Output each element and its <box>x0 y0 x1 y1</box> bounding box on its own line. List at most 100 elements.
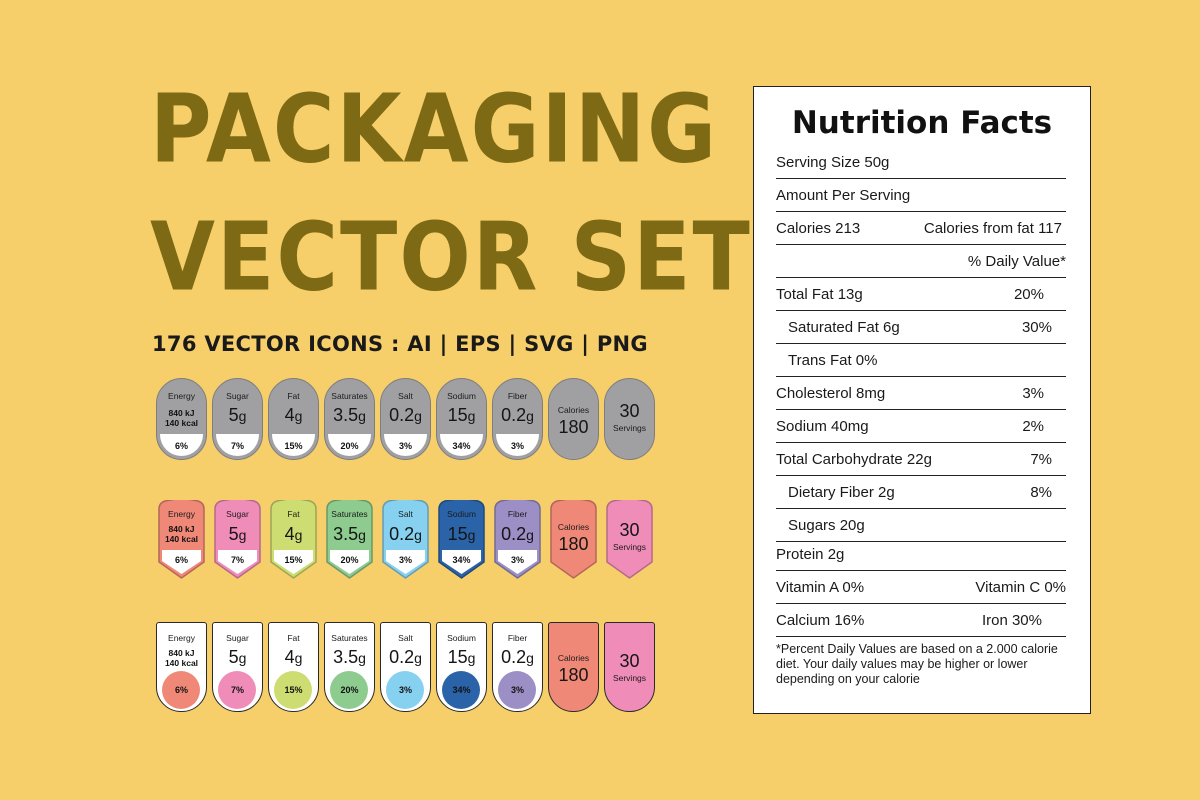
badge-percent: 34% <box>452 555 471 565</box>
badge-label: Calories <box>557 522 590 532</box>
badge-value: 3.5g <box>333 524 366 544</box>
nutrition-facts-panel: Nutrition Facts Serving Size 50g Amount … <box>753 86 1091 714</box>
badge-percent: 20% <box>340 441 359 451</box>
badge-percent: 3% <box>510 441 524 451</box>
badge-percent: 15% <box>284 441 303 451</box>
divider <box>776 178 1066 179</box>
badge-label: Sugar <box>226 391 249 401</box>
badge-percent: 7% <box>230 441 244 451</box>
badge-value: 5g <box>228 524 247 544</box>
headline-line-1: PACKAGING <box>150 74 719 184</box>
badge-label: Sodium <box>447 633 476 643</box>
badge-percent: 20% <box>340 685 359 695</box>
subtitle-formats: 176 VECTOR ICONS : AI | EPS | SVG | PNG <box>152 332 648 356</box>
badge-calories: Calories 180 <box>548 500 599 580</box>
badge-salt: Salt 0.2g 3% <box>380 378 431 460</box>
divider <box>776 636 1066 637</box>
badge-salt: Salt 0.2g 3% <box>380 622 431 712</box>
daily-value-footnote: *Percent Daily Values are based on a 2.0… <box>776 642 1058 686</box>
badge-label: Fat <box>287 391 300 401</box>
badge-percent: 6% <box>174 555 188 565</box>
shield-shape <box>606 500 653 579</box>
nutrition-heading: Nutrition Facts <box>791 105 1053 141</box>
badge-percent: 15% <box>284 555 303 565</box>
badge-label: Fat <box>287 633 300 643</box>
badge-fat: Fat 4g 15% <box>268 622 319 712</box>
badge-value: 0.2g <box>501 647 534 667</box>
badge-fat: Fat 4g 15% <box>268 500 319 580</box>
badge-value: 0.2g <box>389 647 422 667</box>
divider <box>776 475 1066 476</box>
badge-label: Servings <box>612 673 647 683</box>
badge-label: Energy <box>168 509 195 519</box>
badge-fiber: Fiber 0.2g 3% <box>492 378 543 460</box>
badge-value: 4g <box>284 647 303 667</box>
divider <box>776 310 1066 311</box>
divider <box>776 508 1066 509</box>
badge-value: 0.2g <box>389 524 422 544</box>
badge-value: 30 <box>619 651 640 671</box>
badge-energy-value: 840 kJ 140 kcal <box>164 524 199 544</box>
badge-percent: 15% <box>284 685 303 695</box>
badge-value: 5g <box>228 647 247 667</box>
badge-sodium: Sodium 15g 34% <box>436 500 487 580</box>
badge-value: 0.2g <box>501 524 534 544</box>
badge-label: Fat <box>287 509 300 519</box>
badge-label: Saturates <box>331 633 368 643</box>
badge-energy-value: 840 kJ 140 kcal <box>164 408 199 428</box>
divider <box>776 244 1066 245</box>
badge-label: Fiber <box>507 509 528 519</box>
badge-label: Energy <box>168 391 195 401</box>
badge-label: Servings <box>612 542 647 552</box>
badge-sugar: Sugar 5g 7% <box>212 378 263 460</box>
badge-sodium: Sodium 15g 34% <box>436 622 487 712</box>
badge-energy-value: 840 kJ 140 kcal <box>164 648 199 668</box>
shield-shape <box>158 500 205 579</box>
badge-row-shields: Energy 840 kJ 140 kcal 6% Sugar 5g 7% Fat… <box>156 500 655 580</box>
badge-sugar: Sugar 5g 7% <box>212 622 263 712</box>
badge-value: 180 <box>558 665 589 685</box>
badge-value: 15g <box>447 405 476 425</box>
badge-row-grey: Energy 840 kJ 140 kcal 6% Sugar 5g 7% Fat… <box>156 378 655 460</box>
badge-percent: 34% <box>452 441 471 451</box>
badge-value: 3.5g <box>333 405 366 425</box>
badge-percent: 3% <box>398 441 412 451</box>
badge-energy: Energy 840 kJ 140 kcal 6% <box>156 378 207 460</box>
badge-label: Sugar <box>226 509 249 519</box>
badge-label: Fiber <box>507 633 528 643</box>
badge-value: 15g <box>447 647 476 667</box>
divider <box>776 211 1066 212</box>
badge-saturates: Saturates 3.5g 20% <box>324 378 375 460</box>
badge-label: Salt <box>398 391 413 401</box>
badge-row-tags: Energy 840 kJ 140 kcal 6% Sugar 5g 7% Fat… <box>156 622 655 712</box>
badge-calories: Calories 180 <box>548 378 599 460</box>
badge-value: 15g <box>447 524 476 544</box>
badge-fat: Fat 4g 15% <box>268 378 319 460</box>
badge-saturates: Saturates 3.5g 20% <box>324 622 375 712</box>
badge-salt: Salt 0.2g 3% <box>380 500 431 580</box>
badge-saturates: Saturates 3.5g 20% <box>324 500 375 580</box>
badge-label: Saturates <box>331 509 368 519</box>
divider <box>776 343 1066 344</box>
badge-value: 180 <box>558 534 589 554</box>
badge-percent: 7% <box>230 555 244 565</box>
badge-label: Sodium <box>447 509 476 519</box>
badge-percent: 7% <box>230 685 244 695</box>
badge-label: Calories <box>557 405 590 415</box>
badge-servings: 30 Servings <box>604 622 655 712</box>
shield-shape <box>550 500 597 579</box>
shield-shape <box>270 500 317 579</box>
badge-percent: 3% <box>510 555 524 565</box>
badge-label: Fiber <box>507 391 528 401</box>
divider <box>776 442 1066 443</box>
badge-label: Sodium <box>447 391 476 401</box>
headline-line-2: VECTOR SET <box>150 202 752 312</box>
badge-value: 180 <box>558 417 589 437</box>
badge-percent: 3% <box>510 685 524 695</box>
badge-energy: Energy 840 kJ 140 kcal 6% <box>156 500 207 580</box>
badge-percent: 34% <box>452 685 471 695</box>
badge-value: 3.5g <box>333 647 366 667</box>
badge-value: 30 <box>619 401 640 421</box>
shield-shape <box>382 500 429 579</box>
badge-label: Energy <box>168 633 195 643</box>
